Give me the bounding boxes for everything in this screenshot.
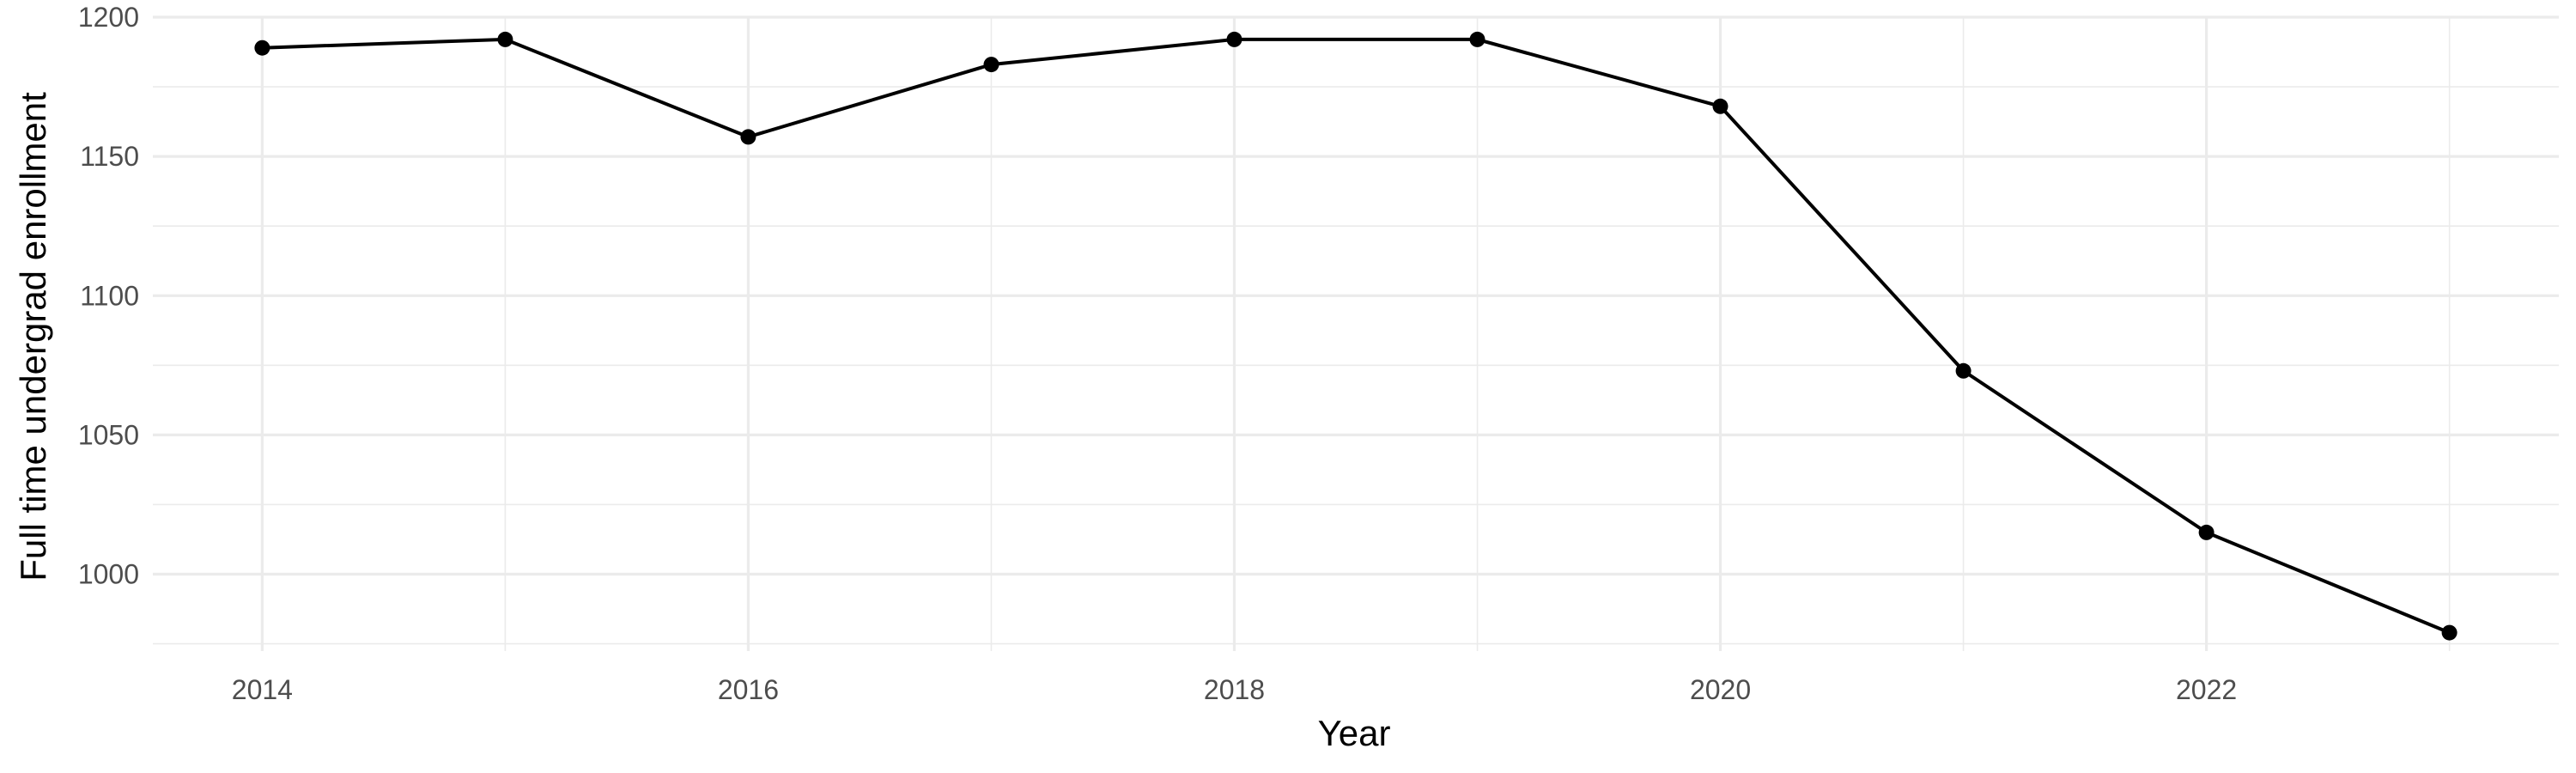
data-point (497, 31, 513, 47)
series-layer (254, 31, 2458, 641)
x-tick-label: 2018 (1204, 674, 1265, 705)
data-point (2198, 524, 2215, 540)
y-tick-label: 1200 (78, 2, 139, 33)
y-tick-label: 1100 (80, 280, 139, 311)
y-tick-label: 1050 (78, 419, 139, 450)
data-point (254, 40, 270, 56)
data-point (740, 129, 756, 145)
x-tick-label: 2022 (2176, 674, 2237, 705)
data-point (1712, 98, 1728, 114)
data-point (1226, 31, 1242, 47)
x-tick-label: 2014 (232, 674, 293, 705)
data-point (2441, 624, 2458, 641)
series-line (262, 37, 2451, 635)
data-point (983, 57, 999, 73)
tick-labels: 1000 1050 1100 1150 1200 2014 2016 2018 2020 2022 (78, 2, 2237, 705)
data-point (1469, 31, 1485, 47)
x-tick-label: 2016 (718, 674, 779, 705)
y-tick-label: 1150 (80, 141, 139, 172)
data-point (1955, 362, 1971, 379)
grid-lines (153, 15, 2559, 651)
y-axis-title: Full time undergrad enrollment (13, 92, 53, 581)
y-tick-label: 1000 (78, 559, 139, 590)
x-tick-label: 2020 (1690, 674, 1751, 705)
x-axis-title: Year (1318, 713, 1391, 753)
